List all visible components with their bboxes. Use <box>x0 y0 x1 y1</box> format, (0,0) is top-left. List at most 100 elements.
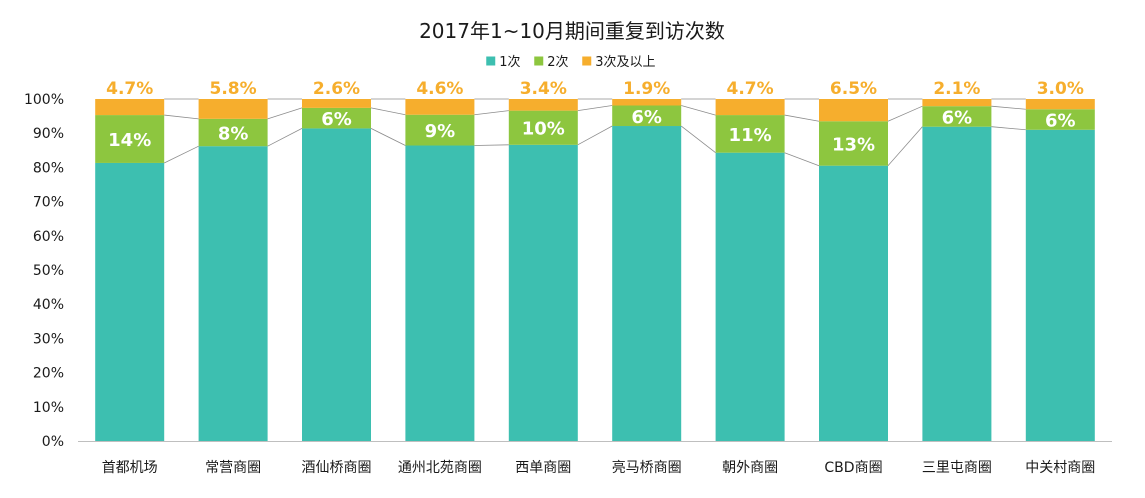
bar-segment-s1-c8 <box>819 165 888 441</box>
bar-segment-s1-c9 <box>922 126 992 442</box>
legend-label-1: 1次 <box>499 54 520 70</box>
bar-segment-s3-c4 <box>405 99 475 115</box>
connector-line <box>474 144 509 146</box>
legend-swatch-1 <box>486 56 496 66</box>
data-label-s3-c4: 4.6% <box>416 79 463 99</box>
data-label-s3-c10: 3.0% <box>1037 79 1084 99</box>
connector-line <box>991 105 1026 110</box>
x-axis: 首都机场 常营商圈 酒仙桥商圈 通州北苑商圈 西单商圈 亮马桥商圈 朝外商圈 CBD商圈 三里屯… <box>78 441 1112 476</box>
data-label-s2-c10: 6% <box>1045 111 1076 132</box>
x-tick-label: 酒仙桥商圈 <box>302 460 372 476</box>
connector-line <box>784 152 820 167</box>
bar-segment-s3-c7 <box>715 99 785 116</box>
bar-segment-s2-c7 <box>715 115 785 153</box>
x-tick-label: 通州北苑商圈 <box>398 460 482 476</box>
bar-segment-s1-c6 <box>612 126 682 441</box>
bar-segment-s2-c4 <box>405 114 475 146</box>
y-tick-label: 80% <box>33 160 64 176</box>
data-label-s3-c2: 5.8% <box>210 79 257 99</box>
connector-line <box>164 114 199 120</box>
bar-segment-s3-c2 <box>198 99 268 119</box>
x-tick-label: 首都机场 <box>102 460 158 476</box>
x-tick-label: 常营商圈 <box>205 460 261 476</box>
legend: 1次 2次 3次及以上 <box>486 54 656 70</box>
data-label-s2-c7: 11% <box>729 125 772 146</box>
bar-segment-s2-c6 <box>612 105 682 127</box>
legend-swatch-3 <box>582 56 592 66</box>
bar-segment-s1-c5 <box>508 144 578 441</box>
x-tick-label: 三里屯商圈 <box>922 460 992 476</box>
bar-segment-s3-c1 <box>95 99 165 116</box>
x-tick-label: 亮马桥商圈 <box>612 459 682 476</box>
bar-segment-s3-c9 <box>922 99 992 107</box>
series-connector-lines <box>164 98 1026 167</box>
data-label-s2-c2: 8% <box>218 124 249 145</box>
x-tick-label: 朝外商圈 <box>722 460 778 476</box>
bar-segment-s3-c8 <box>819 99 888 122</box>
connector-line <box>577 105 613 112</box>
bar-segment-s2-c3 <box>302 107 371 129</box>
x-tick-label: 西单商圈 <box>515 460 571 476</box>
connector-line <box>267 107 303 120</box>
y-tick-label: 20% <box>33 366 64 382</box>
bar-segment-s2-c9 <box>922 106 992 127</box>
connector-line <box>784 114 820 122</box>
x-tick-label: CBD商圈 <box>824 460 882 476</box>
bar-segment-s1-c10 <box>1025 129 1095 441</box>
connector-line <box>887 105 923 122</box>
data-label-s3-c1: 4.7% <box>106 79 153 99</box>
chart-title: 2017年1~10月期间重复到访次数 <box>419 19 725 43</box>
bar-segment-s3-c10 <box>1025 99 1095 110</box>
data-label-s2-c8: 13% <box>832 134 875 155</box>
connector-line <box>991 126 1026 131</box>
y-tick-label: 100% <box>24 92 64 108</box>
data-labels: 14% 4.7% 8% 5.8% 6% 2.6% 9% 4.6% 10% 3.4% 6% 1.9% 11… <box>106 79 1084 155</box>
y-tick-label: 0% <box>42 434 64 450</box>
bar-segment-s1-c3 <box>302 128 371 442</box>
y-tick-label: 40% <box>33 297 64 313</box>
data-label-s2-c9: 6% <box>942 107 973 128</box>
data-label-s3-c8: 6.5% <box>830 79 877 99</box>
data-label-s2-c4: 9% <box>425 121 456 142</box>
bar-segment-s2-c1 <box>95 115 165 163</box>
connector-line <box>267 128 303 147</box>
x-tick-label: 中关村商圈 <box>1025 460 1095 476</box>
legend-label-3: 3次及以上 <box>595 54 655 70</box>
y-tick-label: 30% <box>33 331 64 347</box>
bar-segment-s3-c6 <box>612 99 682 106</box>
bar-segment-s2-c8 <box>819 121 888 166</box>
bar-segment-s2-c2 <box>198 118 268 147</box>
connector-line <box>577 125 613 146</box>
data-label-s3-c9: 2.1% <box>933 79 980 99</box>
bar-segment-s1-c7 <box>715 152 785 441</box>
bar-segment-s1-c4 <box>405 145 475 441</box>
bar-segment-s2-c5 <box>508 110 578 145</box>
y-axis: 0% 10% 20% 30% 40% 50% 60% 70% 80% 90% 100% <box>24 92 64 450</box>
bars <box>95 99 1095 442</box>
connector-line <box>680 125 716 154</box>
connector-line <box>474 110 509 116</box>
connector-line <box>887 126 923 166</box>
data-label-s2-c3: 6% <box>321 109 352 130</box>
data-label-s3-c7: 4.7% <box>727 79 774 99</box>
bar-segment-s1-c1 <box>95 162 165 442</box>
data-label-s3-c3: 2.6% <box>313 79 360 99</box>
y-tick-label: 50% <box>33 263 64 279</box>
bar-segment-s3-c5 <box>508 99 578 111</box>
legend-label-2: 2次 <box>547 54 568 70</box>
bar-segment-s1-c2 <box>198 146 268 442</box>
data-label-s3-c6: 1.9% <box>623 79 670 99</box>
y-tick-label: 60% <box>33 229 64 245</box>
connector-line <box>370 107 406 116</box>
connector-line <box>164 145 199 164</box>
bar-segment-s2-c10 <box>1025 109 1095 130</box>
y-tick-label: 70% <box>33 195 64 211</box>
y-tick-label: 10% <box>33 400 64 416</box>
data-label-s2-c6: 6% <box>631 107 662 128</box>
connector-line <box>681 105 716 116</box>
bar-segment-s3-c3 <box>302 99 371 108</box>
connector-line <box>370 128 406 146</box>
y-tick-label: 90% <box>33 126 64 142</box>
